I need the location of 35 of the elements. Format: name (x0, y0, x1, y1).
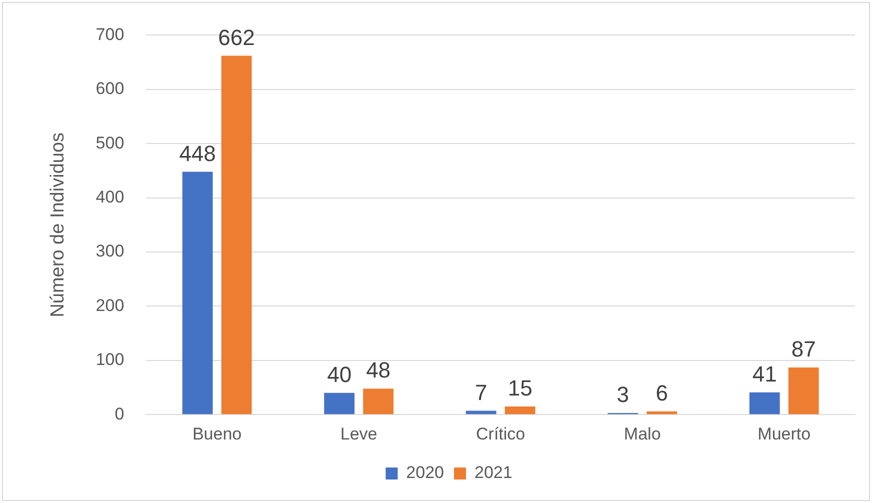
data-label: 448 (179, 140, 216, 166)
bar (466, 410, 496, 414)
x-tick-label: Leve (340, 424, 378, 444)
y-tick-label: 300 (96, 242, 124, 261)
x-tick-label: Malo (624, 424, 661, 444)
y-tick-label: 0 (114, 404, 124, 424)
x-tick-label: Bueno (192, 424, 242, 444)
y-tick-label: 600 (96, 79, 124, 98)
bar (749, 392, 780, 414)
x-tick-label: Muerto (758, 424, 811, 444)
bar (221, 56, 252, 414)
y-axis-title: Número de Individuos (48, 132, 69, 318)
data-label: 41 (752, 361, 777, 386)
y-tick-label: 100 (96, 350, 124, 370)
y-tick-label: 500 (96, 133, 124, 152)
y-tick-label: 700 (96, 24, 124, 44)
bar (646, 411, 678, 414)
bar (182, 172, 213, 414)
y-tick-label: 400 (96, 187, 124, 206)
data-label: 87 (791, 336, 816, 362)
data-label: 7 (474, 380, 488, 405)
data-label: 662 (218, 24, 255, 50)
legend-label: 2021 (474, 463, 512, 482)
bar (363, 388, 394, 414)
bar (324, 392, 355, 414)
data-label: 3 (616, 382, 629, 408)
bar (788, 367, 819, 414)
data-label: 48 (366, 358, 391, 383)
data-label: 6 (656, 380, 668, 406)
bar (504, 406, 536, 414)
data-label: 40 (327, 362, 352, 387)
x-tick-label: Crítico (476, 424, 526, 444)
y-tick-label: 200 (96, 296, 124, 315)
data-label: 15 (508, 376, 532, 401)
legend-label: 2020 (406, 463, 444, 482)
